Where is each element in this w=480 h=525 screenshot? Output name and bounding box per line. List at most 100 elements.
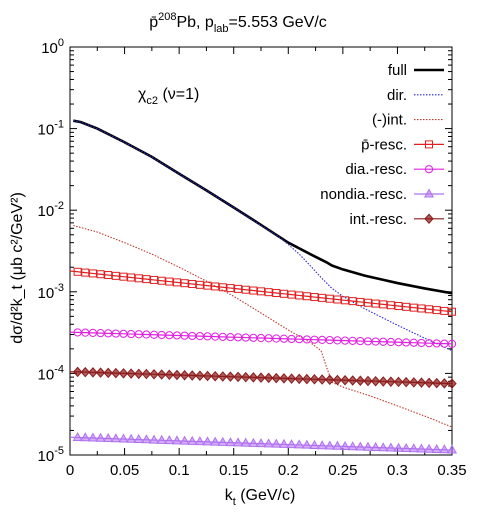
series-marker-5 [446,444,458,454]
series-marker-5 [95,432,106,442]
series-marker-3 [188,280,197,289]
series-marker-6 [325,374,335,386]
series-marker-3 [333,295,342,304]
series-marker-3 [279,289,288,298]
series-marker-3 [203,281,212,290]
title-sup: 208 [158,11,176,23]
series-marker-5 [118,433,129,443]
series-marker-3 [264,288,273,297]
x-tick-label: 0.3 [387,462,408,479]
series-line-2 [73,224,453,428]
series-marker-5 [370,441,381,451]
series-marker-3 [81,268,90,277]
series-marker-6 [72,366,83,378]
series-marker-6 [187,370,197,381]
series-marker-3 [157,276,166,285]
series-marker-3 [318,293,327,302]
series-marker-5 [416,443,427,453]
series-marker-3 [417,304,426,313]
series-marker-4 [447,339,457,348]
series-marker-5 [339,440,351,450]
series-marker-3 [104,271,113,280]
series-marker-6 [370,375,381,387]
series-marker-6 [401,376,411,388]
series-marker-6 [386,376,396,387]
series-marker-6 [210,370,220,382]
series-marker-3 [211,282,220,291]
series-marker-5 [164,435,175,445]
y-tick-label: 10-4 [38,363,64,383]
legend-label: int.-resc. [349,211,407,228]
series-marker-3 [134,274,143,283]
series-marker-6 [218,371,228,382]
series-marker-5 [187,435,198,445]
series-marker-5 [294,439,305,449]
series-marker-3 [440,306,449,315]
series-marker-3 [348,297,357,306]
series-marker-6 [439,378,450,389]
series-marker-6 [164,369,174,381]
x-tick-label: 0.2 [278,462,299,479]
series-marker-6 [95,367,106,378]
plot-area: 0 0.05 0.1 0.15 0.2 0.25 0.3 0.35 10-5 10-4 10-3 10… [38,37,467,479]
series-marker-5 [171,435,183,445]
legend-label: full [388,62,407,79]
series-marker-5 [202,436,213,446]
series-marker-5 [126,433,137,443]
series-marker-3 [257,287,265,296]
x-tick-label: 0.15 [219,462,248,479]
series-marker-6 [202,370,213,382]
series-marker-3 [241,285,250,294]
series-marker-5 [179,435,190,445]
y-axis-label: dσ/d²k_t (μb c²/GeV²) [9,192,26,344]
series-marker-3 [218,283,227,292]
plot-frame [69,46,453,456]
series-marker-6 [141,368,152,380]
annotation-main: χ [138,86,147,103]
title-sub: lab [214,23,229,35]
y-tick-label: 10-1 [38,119,64,139]
series-marker-3 [295,291,304,300]
series-marker-3 [165,277,174,286]
series-marker-6 [118,368,129,379]
series-marker-3 [371,299,380,308]
series-marker-5 [301,439,312,449]
series-marker-5 [431,444,442,454]
series-marker-3 [180,279,189,288]
series-marker-5 [255,438,267,448]
x-tick-label: 0.25 [328,462,357,479]
series-marker-5 [408,443,419,453]
series-marker-5 [248,437,259,447]
series-marker-6 [340,375,350,386]
series-marker-5 [439,444,450,454]
title-tail: =5.553 GeV/c [229,14,327,31]
series-marker-5 [156,434,167,444]
series-marker-3 [402,302,411,311]
series-marker-3 [150,275,159,284]
annotation-sub: c2 [146,95,158,107]
series-marker-6 [447,378,457,389]
series-marker-5 [424,443,435,453]
series-marker-6 [294,373,304,385]
series-marker-6 [302,373,312,385]
series-marker-3 [272,288,281,297]
series-marker-3 [379,300,388,309]
legend: full dir. (-)int. p̄-resc. dia.-resc. nondia.… [320,62,444,228]
series-marker-6 [309,374,320,385]
series-line-1 [73,120,453,352]
legend-marker [425,140,433,149]
series-marker-3 [363,298,372,307]
y-tick-label: 100 [41,37,64,57]
series-marker-6 [393,376,404,388]
series-marker-3 [325,294,334,303]
series-marker-3 [195,280,204,289]
series-marker-5 [110,433,121,443]
series-line-4 [69,331,453,345]
series-marker-3 [432,306,441,315]
series-marker-5 [332,440,343,450]
legend-label: dia.-resc. [345,161,407,178]
series-marker-5 [240,437,251,447]
series-marker-3 [226,284,235,293]
series-marker-3 [88,269,97,278]
series-marker-5 [80,432,91,442]
